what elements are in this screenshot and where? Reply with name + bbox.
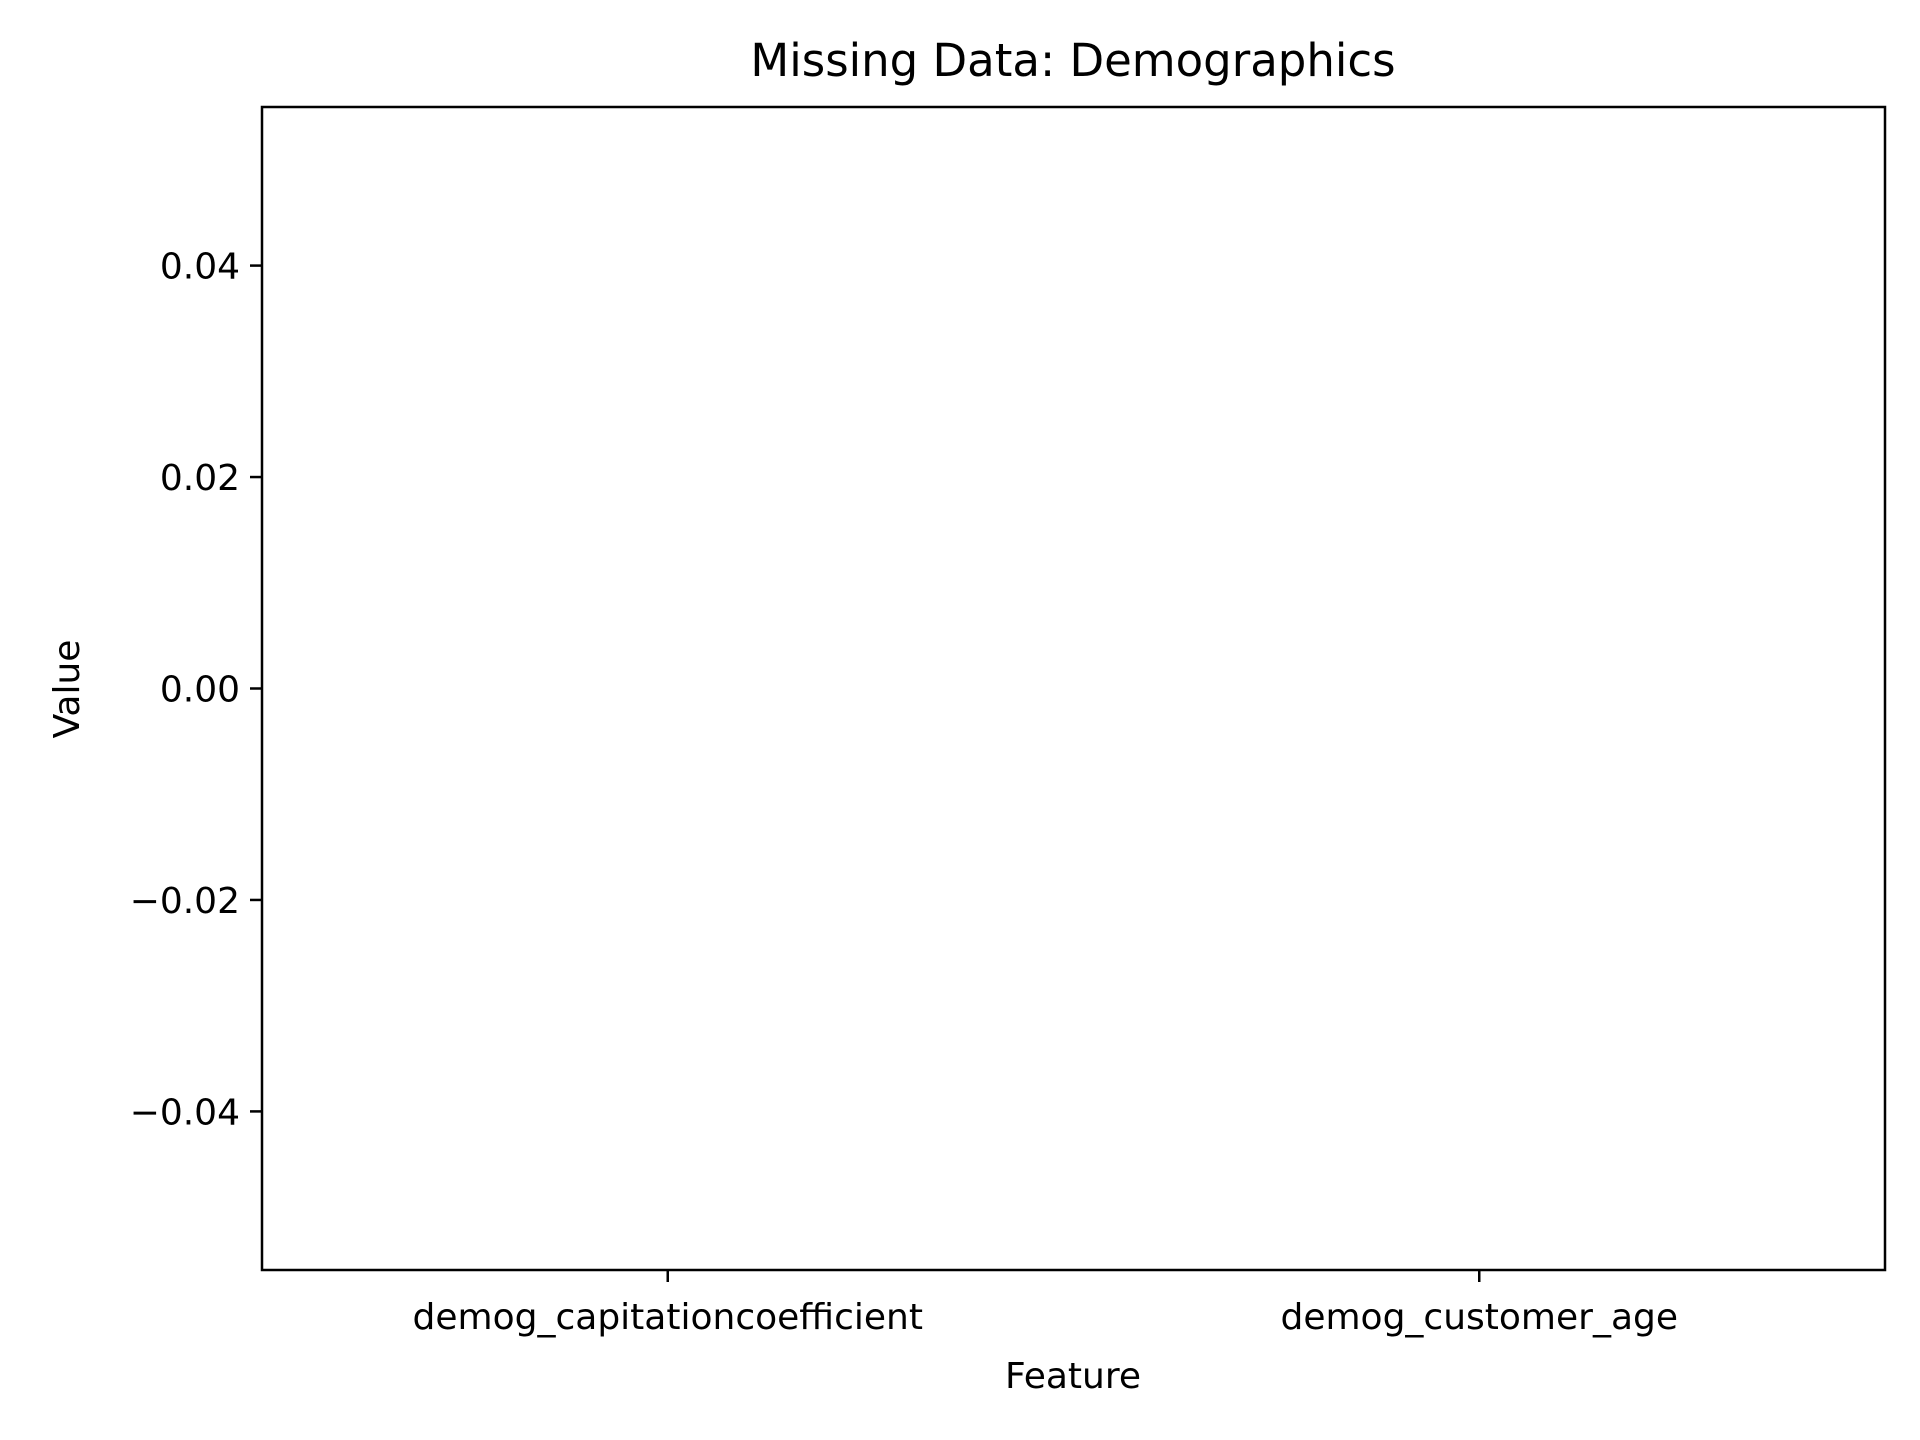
y-tick-label: 0.00 (160, 670, 240, 711)
y-axis: −0.04 −0.02 0.00 0.02 0.04 (130, 247, 262, 1133)
y-tick-label: 0.04 (160, 247, 240, 288)
y-tick-label: 0.02 (160, 458, 240, 499)
y-tick-label: −0.04 (130, 1092, 240, 1133)
y-axis-label: Value (47, 640, 88, 739)
x-axis-label: Feature (1005, 1356, 1141, 1397)
x-tick-label: demog_capitationcoefficient (413, 1297, 923, 1338)
x-axis: demog_capitationcoefficient demog_custome… (413, 1270, 1678, 1338)
chart-title: Missing Data: Demographics (750, 34, 1395, 87)
x-tick-label: demog_customer_age (1280, 1297, 1678, 1338)
y-tick-label: −0.02 (130, 881, 240, 922)
